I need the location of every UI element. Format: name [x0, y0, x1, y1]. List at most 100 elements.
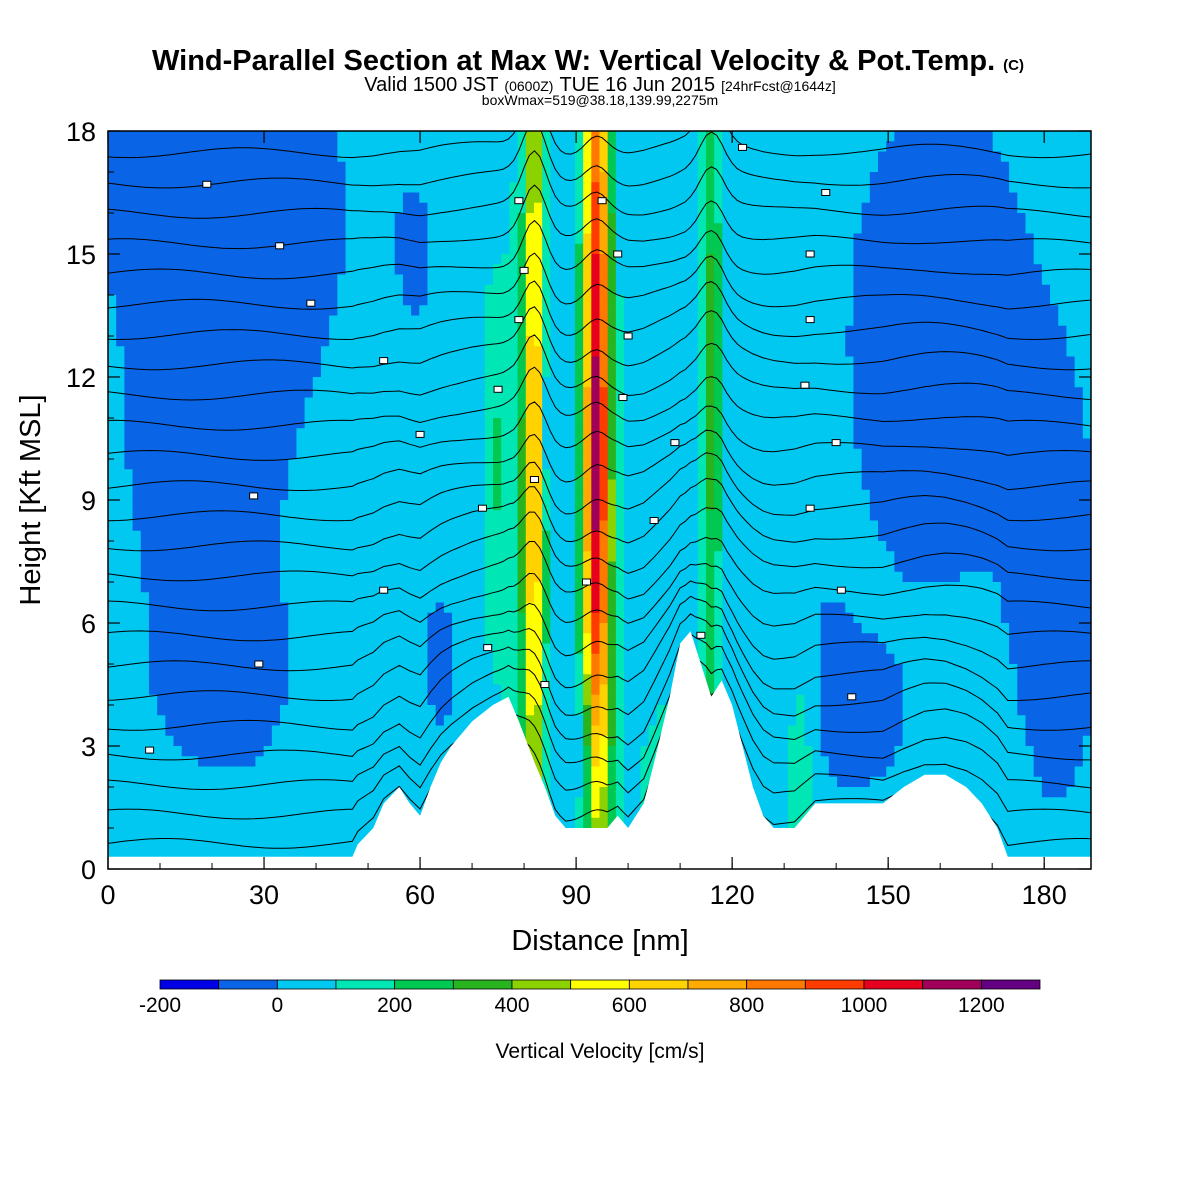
w-cell [959, 202, 969, 214]
w-cell [214, 520, 224, 532]
w-cell [615, 223, 625, 235]
w-cell [419, 233, 429, 245]
w-cell [239, 530, 248, 542]
w-cell [353, 325, 363, 337]
w-cell [493, 438, 502, 450]
w-cell [239, 479, 248, 491]
chart-info-line: boxWmax=519@38.18,139.99,2275m [482, 92, 718, 108]
w-cell [583, 387, 592, 399]
w-cell [689, 182, 699, 194]
w-cell [198, 131, 207, 142]
w-cell [1082, 315, 1091, 327]
w-cell [214, 448, 224, 460]
w-cell [157, 418, 166, 429]
w-cell [1025, 213, 1035, 224]
w-cell [697, 254, 707, 265]
w-cell [984, 366, 994, 378]
w-cell [501, 438, 510, 450]
w-cell [902, 366, 912, 378]
w-cell [697, 305, 707, 317]
w-cell [165, 366, 175, 378]
w-cell [787, 141, 797, 153]
w-cell [263, 182, 273, 194]
w-cell [460, 397, 470, 409]
w-cell [181, 161, 191, 173]
w-cell [525, 161, 535, 173]
w-cell [689, 264, 699, 276]
w-cell [1025, 336, 1035, 347]
w-cell [1058, 346, 1068, 358]
w-cell [787, 284, 797, 296]
w-cell [869, 387, 879, 399]
w-cell [517, 254, 527, 265]
w-cell [337, 182, 347, 194]
w-cell [837, 202, 846, 214]
w-cell [394, 295, 404, 306]
w-cell [853, 489, 863, 501]
w-cell [493, 551, 502, 563]
w-cell [394, 274, 404, 286]
w-cell [198, 469, 207, 481]
w-cell [681, 284, 691, 296]
w-cell [976, 284, 986, 296]
w-cell [239, 541, 248, 552]
w-cell [124, 325, 134, 337]
w-cell [419, 295, 429, 306]
w-cell [468, 284, 478, 296]
w-cell [878, 336, 887, 347]
w-cell [935, 397, 945, 409]
w-cell [370, 151, 379, 163]
w-cell [910, 274, 920, 286]
w-cell [615, 479, 625, 491]
w-cell [591, 202, 601, 214]
w-cell [894, 428, 904, 440]
w-cell [951, 141, 961, 153]
w-cell [779, 387, 789, 399]
w-cell [1041, 530, 1051, 542]
w-cell [271, 489, 281, 501]
w-cell [329, 489, 338, 501]
w-cell [452, 428, 461, 440]
w-cell [804, 428, 814, 440]
w-cell [198, 510, 207, 522]
w-cell [1041, 274, 1051, 286]
w-cell [329, 254, 338, 265]
w-cell [591, 274, 601, 286]
w-cell [452, 500, 461, 511]
w-cell [820, 387, 830, 399]
w-cell [812, 141, 822, 153]
w-cell [705, 213, 715, 224]
w-cell [206, 233, 216, 245]
w-cell [665, 202, 674, 214]
w-cell [1066, 336, 1076, 347]
w-cell [566, 541, 576, 552]
w-cell [550, 428, 560, 440]
w-cell [976, 469, 986, 481]
w-cell [443, 325, 453, 337]
w-cell [517, 295, 527, 306]
w-cell [607, 131, 617, 142]
w-cell [656, 151, 666, 163]
w-cell [181, 500, 191, 511]
w-cell [198, 356, 207, 368]
w-cell [615, 366, 625, 378]
w-cell [280, 233, 289, 245]
w-cell [230, 172, 240, 183]
w-cell [509, 510, 519, 522]
w-cell [214, 500, 224, 511]
w-cell [460, 530, 470, 542]
w-cell [894, 377, 904, 388]
w-cell [189, 254, 199, 265]
w-cell [124, 469, 134, 481]
w-cell [730, 325, 740, 337]
w-cell [902, 500, 912, 511]
w-cell [370, 551, 379, 563]
w-cell [509, 428, 519, 440]
w-cell [411, 284, 420, 296]
w-cell [394, 213, 404, 224]
w-cell [665, 325, 674, 337]
w-cell [615, 141, 625, 153]
w-cell [1009, 366, 1018, 378]
w-cell [845, 192, 855, 204]
w-cell [918, 356, 928, 368]
